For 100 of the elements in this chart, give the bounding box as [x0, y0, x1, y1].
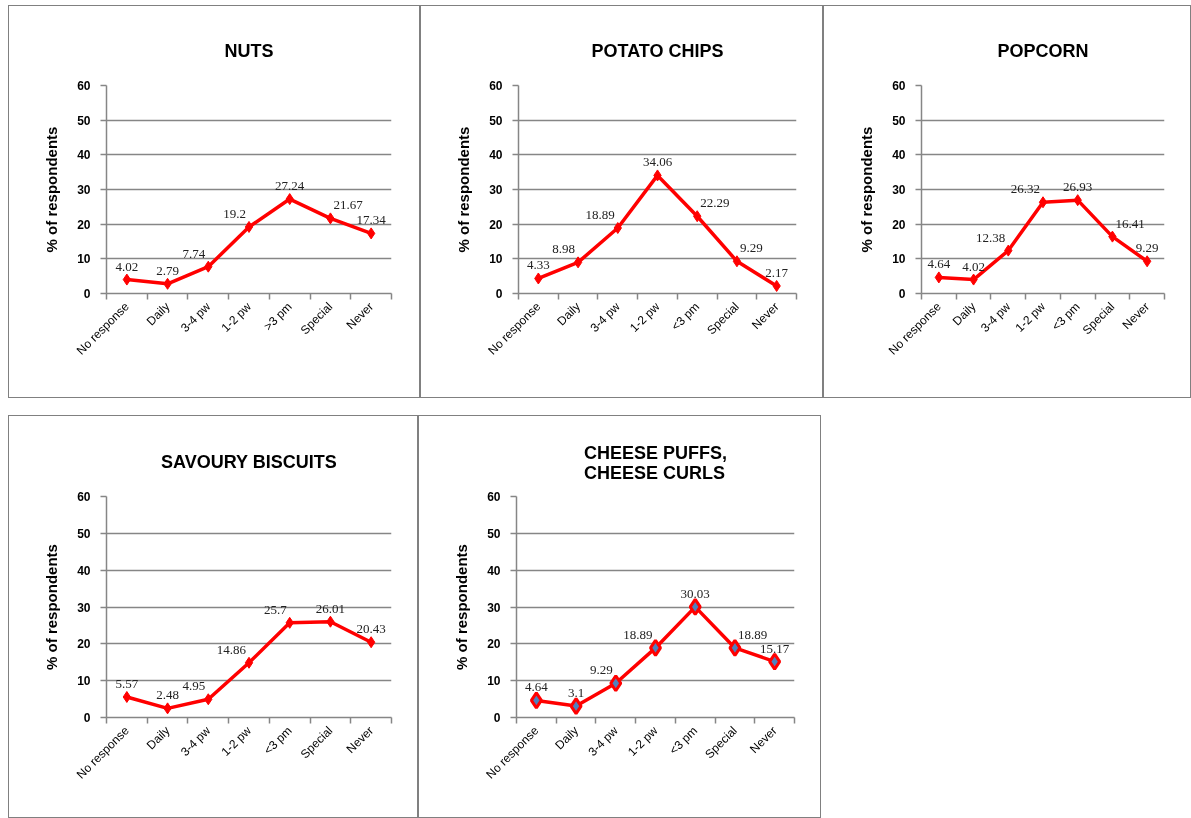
y-tick-label: 0: [495, 287, 503, 301]
x-tick-label: <3 pm: [668, 299, 703, 334]
point: [122, 690, 132, 703]
data-label: 15.17: [760, 640, 790, 656]
y-tick-label: 20: [489, 217, 503, 232]
point: [244, 656, 254, 669]
y-tick-label: 40: [487, 563, 501, 578]
data-label: 34.06: [642, 154, 673, 170]
x-tick-label: 1-2 pw: [625, 723, 661, 759]
data-label: 9.29: [590, 662, 613, 678]
x-tick-label: 3-4 pw: [177, 723, 214, 759]
point: [728, 638, 742, 657]
y-tick-label: 10: [892, 252, 906, 267]
data-label: 26.01: [315, 600, 346, 616]
data-label: 27.24: [275, 178, 305, 194]
data-label: 4.33: [526, 257, 550, 273]
y-tick-label: 0: [493, 711, 501, 725]
y-tick-label: 20: [892, 217, 906, 232]
data-label: 25.7: [263, 601, 288, 617]
x-tick-label: 3-4 pw: [587, 299, 623, 335]
data-label: 3.1: [567, 685, 585, 701]
data-label: 4.64: [927, 256, 951, 272]
y-tick-label: 50: [77, 113, 91, 128]
point: [688, 597, 702, 616]
y-tick-label: 10: [487, 674, 501, 689]
chart-title: CHEESE PUFFS, CHEESE CURLS: [583, 442, 728, 483]
y-axis-title: % of respondents: [43, 544, 61, 670]
y-tick-label: 60: [487, 490, 501, 504]
chart-title: POPCORN: [997, 41, 1089, 61]
y-tick-label: 50: [489, 113, 503, 128]
data-label: 17.34: [356, 212, 387, 228]
point: [244, 220, 254, 233]
data-label: 5.57: [115, 675, 139, 691]
data-label: 18.89: [623, 626, 653, 642]
y-tick-label: 30: [487, 600, 501, 615]
data-label: 4.64: [524, 679, 549, 695]
y-tick-label: 40: [77, 148, 91, 163]
data-label: 21.67: [333, 197, 364, 213]
data-label: 8.98: [552, 241, 576, 257]
x-tick-label: 3-4 pw: [177, 299, 214, 335]
point: [1142, 255, 1152, 268]
point: [573, 256, 583, 269]
y-axis-title: % of respondents: [43, 126, 61, 253]
chart-title: SAVOURY BISCUITS: [160, 452, 337, 472]
data-label: 26.93: [1063, 179, 1093, 195]
data-label: 20.43: [356, 621, 386, 637]
point: [569, 697, 583, 716]
x-tick-label: 1-2 pw: [218, 723, 255, 759]
data-label: 4.95: [182, 678, 206, 694]
y-tick-label: 60: [77, 490, 91, 504]
data-label: 2.48: [156, 687, 179, 703]
data-label: 22.29: [700, 195, 730, 211]
point: [609, 674, 623, 693]
y-tick-label: 30: [489, 183, 503, 197]
y-axis-title: % of respondents: [453, 544, 471, 670]
data-label: 4.02: [962, 258, 985, 274]
chart-title: POTATO CHIPS: [591, 41, 724, 61]
point: [366, 227, 376, 240]
y-tick-label: 10: [77, 252, 91, 267]
y-tick-label: 60: [77, 79, 91, 93]
data-label: 12.38: [976, 229, 1006, 245]
x-tick-label: <3 pm: [666, 723, 701, 758]
point: [768, 652, 782, 671]
y-tick-label: 30: [77, 600, 91, 615]
y-tick-label: 10: [489, 252, 503, 267]
x-tick-label: 1-2 pw: [218, 299, 255, 335]
data-label: 7.74: [182, 245, 206, 261]
data-label: 16.41: [1115, 215, 1145, 231]
x-tick-label: >3 pm: [260, 299, 295, 334]
y-tick-label: 20: [487, 637, 501, 652]
data-label: 26.32: [1010, 181, 1040, 197]
y-tick-label: 10: [77, 674, 91, 689]
data-label: 30.03: [680, 585, 710, 601]
x-tick-label: <3 pm: [260, 723, 295, 758]
chart-title: NUTS: [224, 41, 274, 61]
y-tick-label: 60: [489, 79, 503, 93]
data-label: 4.02: [115, 258, 139, 274]
x-tick-label: 1-2 pw: [627, 299, 663, 335]
data-label: 9.29: [1135, 240, 1159, 256]
x-tick-label: 1-2 pw: [1012, 299, 1049, 335]
x-tick-label: <3 pm: [1048, 299, 1083, 334]
y-tick-label: 20: [77, 637, 91, 652]
data-label: 2.17: [765, 264, 789, 280]
point: [122, 273, 132, 286]
data-label: 9.29: [739, 240, 763, 256]
y-tick-label: 50: [77, 526, 91, 541]
x-tick-label: 3-4 pw: [585, 723, 621, 759]
y-tick-label: 40: [77, 563, 91, 578]
data-label: 18.89: [737, 626, 768, 642]
y-tick-label: 40: [892, 148, 906, 163]
y-axis-title: % of respondents: [858, 126, 876, 253]
y-axis-title: % of respondents: [455, 126, 473, 253]
y-tick-label: 30: [892, 183, 906, 197]
y-tick-label: 0: [83, 287, 91, 301]
point: [529, 691, 543, 710]
y-tick-label: 0: [83, 711, 91, 725]
data-label: 18.89: [585, 207, 615, 223]
point: [366, 636, 376, 649]
data-label: 14.86: [216, 641, 247, 657]
data-label: 19.2: [223, 205, 246, 221]
